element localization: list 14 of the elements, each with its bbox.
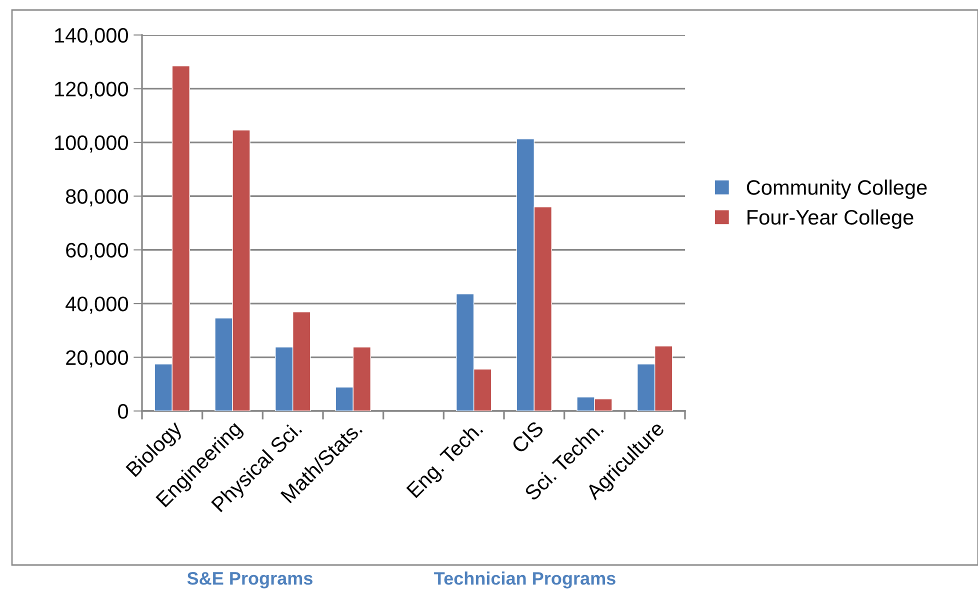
x-tick-label: Eng. Tech. — [406, 420, 486, 502]
legend-label: Community College — [746, 180, 927, 199]
y-tick-label: 100,000 — [55, 135, 128, 153]
text: Technician Programs — [434, 572, 616, 588]
y-tick-label: 80,000 — [66, 189, 128, 206]
legend-label: Four-Year College — [748, 209, 914, 229]
y-tick-label: 20,000 — [66, 350, 128, 368]
y-tick-label: 120,000 — [55, 82, 128, 99]
text: S&E Programs — [187, 572, 312, 588]
y-tick-label: 0 — [118, 404, 128, 419]
y-tick-label: 140,000 — [55, 28, 128, 46]
y-tick-label: 60,000 — [66, 242, 128, 260]
y-tick-label: 40,000 — [66, 296, 128, 314]
x-tick-label: CIS — [510, 420, 544, 454]
